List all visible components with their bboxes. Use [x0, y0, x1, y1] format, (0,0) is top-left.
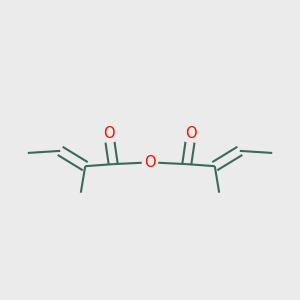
- Text: O: O: [185, 126, 197, 141]
- Text: O: O: [144, 155, 156, 170]
- Text: O: O: [103, 126, 115, 141]
